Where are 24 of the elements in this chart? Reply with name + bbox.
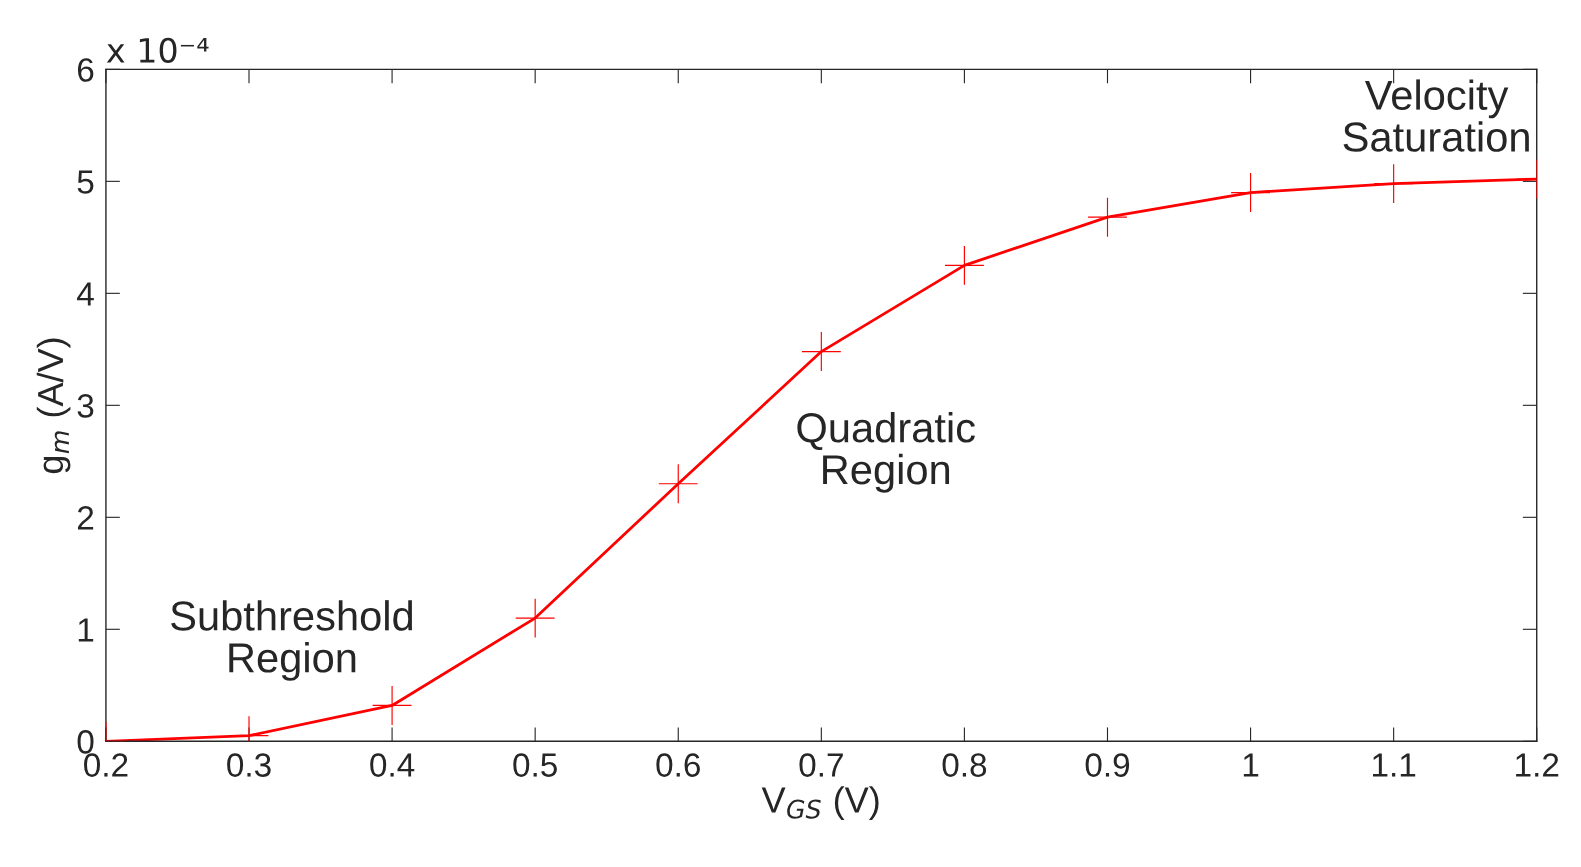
x-tick-label: 1.2	[1516, 753, 1559, 777]
y-tick-label: 4	[77, 282, 94, 306]
x-tick-label: 0.9	[1085, 753, 1130, 777]
y-tick-label: 0	[77, 730, 94, 754]
annotation: Quadratic Region	[797, 412, 975, 493]
annotation: Velocity Saturation	[1343, 79, 1529, 152]
y-tick-label: 2	[77, 506, 94, 530]
y-tick-label: 6	[77, 58, 94, 82]
x-tick-label: 0.4	[370, 753, 415, 777]
y-tick-label: 3	[77, 394, 94, 418]
annotation: Subthreshold Region	[171, 600, 413, 681]
x-tick-label: 0.2	[84, 753, 128, 777]
y-axis-title: g$_{m}$ (A/V)	[36, 338, 71, 474]
x-tick-label: 1.1	[1373, 753, 1416, 777]
text: x 10⁻⁴	[106, 37, 209, 63]
x-tick-label: 0.6	[656, 753, 700, 777]
x-axis-title: V$_{GS}$ (V)	[761, 786, 879, 820]
x-tick-label: 0.5	[513, 753, 557, 777]
x-tick-label: 0.3	[227, 753, 271, 777]
x-tick-label: 0.7	[799, 753, 843, 777]
y-tick-label: 1	[78, 618, 94, 642]
x-tick-label: 0.8	[942, 753, 987, 777]
y-tick-label: 5	[77, 170, 94, 194]
x-tick-label: 1	[1243, 753, 1259, 777]
